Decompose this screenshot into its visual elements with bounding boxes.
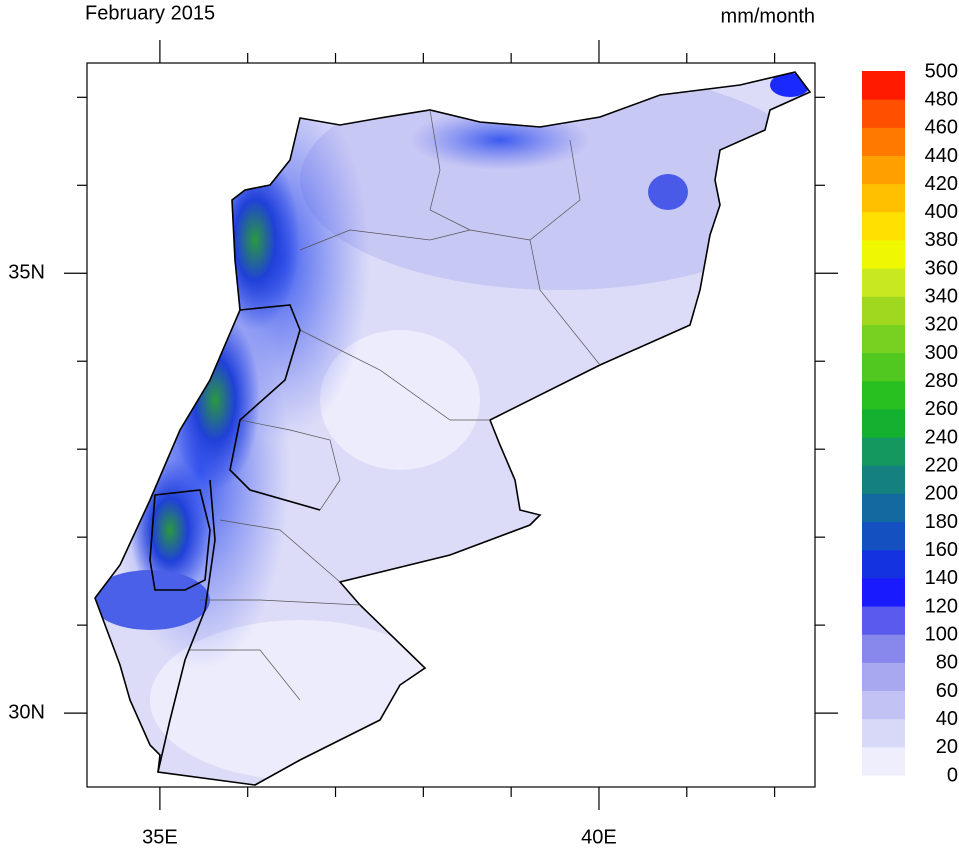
colorbar-label: 420 (925, 173, 958, 195)
colorbar-segment (862, 662, 905, 692)
colorbar-segment (862, 296, 905, 325)
colorbar-segment (862, 690, 905, 720)
colorbar-label: 80 (936, 652, 958, 674)
colorbar-label: 0 (947, 764, 958, 786)
lon-tick-label: 40E (581, 826, 617, 848)
colorbar-segment (862, 437, 905, 466)
colorbar-label: 160 (925, 539, 958, 561)
colorbar-label: 400 (925, 201, 958, 223)
colorbar-label: 360 (925, 257, 958, 279)
colorbar-label: 460 (925, 117, 958, 139)
colorbar-label: 140 (925, 567, 958, 589)
colorbar-segment (862, 465, 905, 494)
colorbar-label: 100 (925, 623, 958, 645)
colorbar-segment (862, 268, 905, 297)
lat-tick-label: 30N (8, 701, 45, 723)
colorbar-segment (862, 99, 905, 128)
colorbar-label: 60 (936, 680, 958, 702)
admin-borders (149, 109, 601, 773)
colorbar-segment (862, 577, 905, 607)
colorbar-segment (862, 380, 905, 410)
colorbar-label: 220 (925, 455, 958, 477)
units-label: mm/month (721, 5, 815, 27)
colorbar-segment (862, 211, 905, 241)
colorbar-segment (862, 746, 905, 776)
colorbar-segment (862, 634, 905, 663)
colorbar-label: 200 (925, 483, 958, 505)
colorbar-segment (862, 239, 905, 269)
colorbar-label: 480 (925, 88, 958, 110)
colorbar-segment (862, 718, 905, 748)
colorbar-label: 40 (936, 708, 958, 730)
colorbar-label: 500 (925, 60, 958, 82)
axes: 35E 40E 30N 35N (8, 40, 838, 848)
colorbar-label: 320 (925, 314, 958, 336)
colorbar-segment (862, 155, 905, 185)
colorbar-label: 120 (925, 595, 958, 617)
colorbar-segment (862, 324, 905, 354)
colorbar-segment (862, 183, 905, 213)
colorbar-label: 240 (925, 426, 958, 448)
colorbar-segment (862, 549, 905, 579)
colorbar-label: 280 (925, 370, 958, 392)
colorbar-segment (862, 493, 905, 523)
colorbar: 0 20 40 60 80 100 120 140 160 180 200 220 240 260 280 3… (862, 60, 958, 786)
colorbar-label: 340 (925, 286, 958, 308)
colorbar-segment (862, 127, 905, 156)
colorbar-label: 440 (925, 145, 958, 167)
map-title: February 2015 (85, 2, 215, 24)
lat-tick-label: 35N (8, 262, 45, 284)
colorbar-segment (862, 71, 905, 100)
colorbar-label: 20 (936, 736, 958, 758)
colorbar-label: 180 (925, 511, 958, 533)
colorbar-segment (862, 606, 905, 635)
colorbar-label: 300 (925, 342, 958, 364)
colorbar-label: 380 (925, 229, 958, 251)
colorbar-label: 260 (925, 398, 958, 420)
lon-tick-label: 35E (142, 826, 178, 848)
colorbar-segment (862, 352, 905, 382)
colorbar-segment (862, 408, 905, 438)
colorbar-segment (862, 521, 905, 551)
